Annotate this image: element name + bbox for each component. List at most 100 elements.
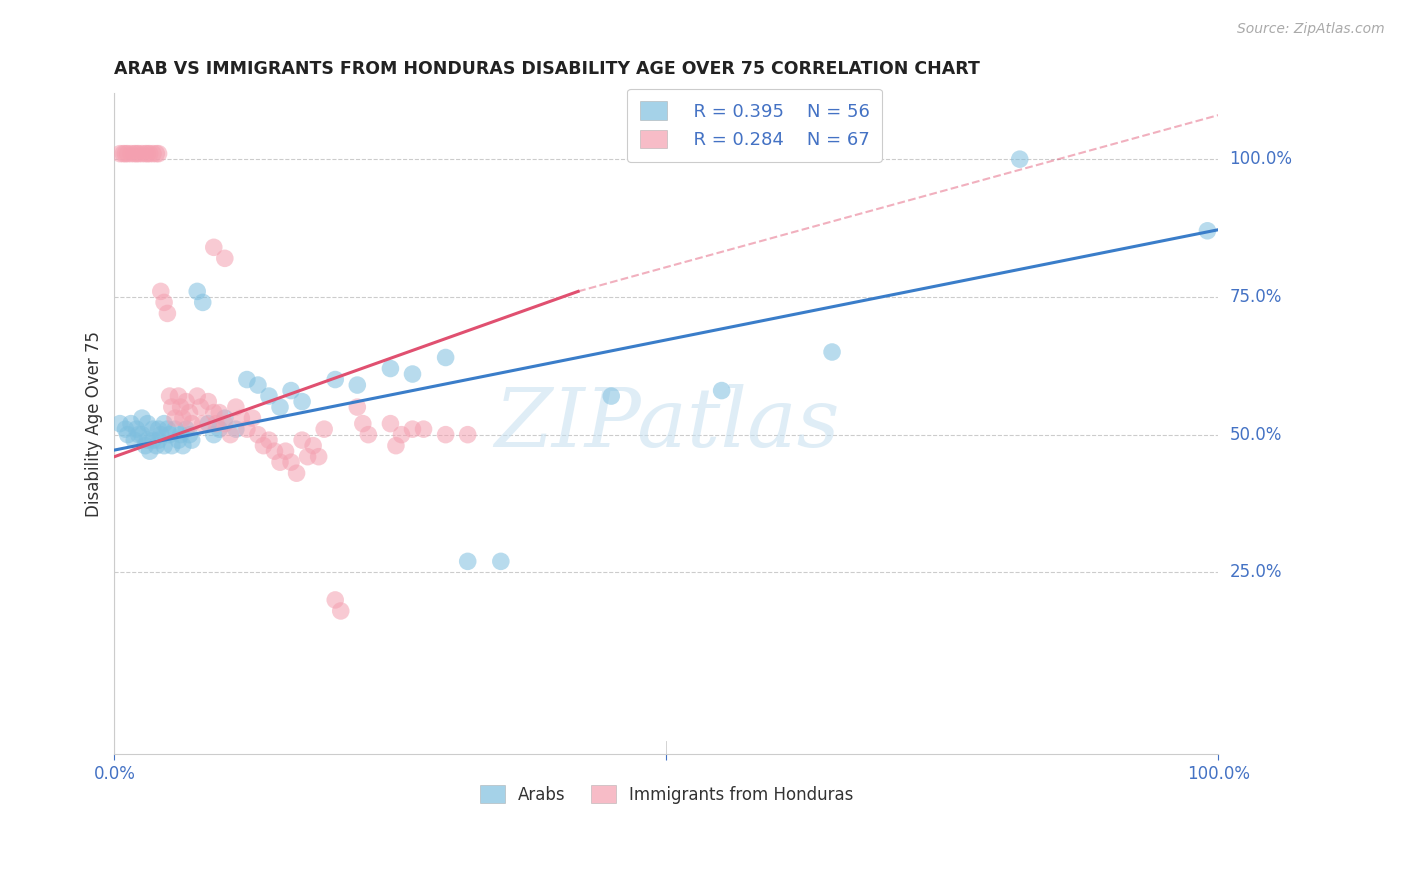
Point [134, 146, 156, 161]
Point [202, 427, 225, 442]
Point [246, 378, 269, 392]
Point [401, 367, 423, 381]
Point [125, 422, 148, 436]
Point [160, 439, 183, 453]
Point [153, 295, 176, 310]
Point [401, 422, 423, 436]
Point [297, 450, 319, 464]
Point [131, 146, 153, 161]
Point [186, 285, 208, 299]
Point [148, 146, 170, 161]
Point [169, 400, 191, 414]
Point [246, 427, 269, 442]
Point [252, 439, 274, 453]
Point [285, 467, 308, 481]
Point [180, 433, 202, 447]
Point [457, 554, 479, 568]
Point [214, 417, 236, 431]
Point [167, 433, 190, 447]
Point [197, 394, 219, 409]
Point [214, 252, 236, 266]
Point [153, 439, 176, 453]
Point [120, 146, 142, 161]
Legend: Arabs, Immigrants from Honduras: Arabs, Immigrants from Honduras [471, 777, 862, 812]
Point [225, 400, 247, 414]
Point [112, 146, 135, 161]
Point [153, 417, 176, 431]
Point [1008, 152, 1031, 166]
Point [124, 433, 146, 447]
Point [302, 439, 325, 453]
Point [314, 422, 336, 436]
Point [257, 433, 280, 447]
Point [128, 427, 150, 442]
Point [149, 427, 172, 442]
Point [412, 422, 434, 436]
Point [380, 417, 402, 431]
Point [1197, 224, 1219, 238]
Point [208, 422, 231, 436]
Point [179, 427, 201, 442]
Point [131, 427, 153, 442]
Point [179, 406, 201, 420]
Point [357, 427, 380, 442]
Point [197, 417, 219, 431]
Point [280, 384, 302, 398]
Point [821, 345, 844, 359]
Point [236, 422, 259, 436]
Point [391, 427, 413, 442]
Point [346, 400, 368, 414]
Y-axis label: Disability Age Over 75: Disability Age Over 75 [86, 331, 103, 516]
Point [263, 444, 285, 458]
Point [346, 378, 368, 392]
Point [180, 417, 202, 431]
Point [323, 373, 346, 387]
Point [174, 394, 197, 409]
Point [120, 417, 142, 431]
Point [329, 604, 352, 618]
Point [208, 406, 231, 420]
Text: 50.0%: 50.0% [1230, 425, 1282, 443]
Point [280, 455, 302, 469]
Point [148, 422, 170, 436]
Point [145, 439, 167, 453]
Text: 100.0%: 100.0% [1230, 150, 1292, 169]
Point [291, 394, 314, 409]
Point [108, 417, 131, 431]
Point [169, 427, 191, 442]
Point [710, 384, 733, 398]
Point [139, 146, 162, 161]
Text: 25.0%: 25.0% [1230, 564, 1282, 582]
Point [142, 422, 165, 436]
Point [148, 433, 170, 447]
Point [108, 146, 131, 161]
Point [219, 427, 242, 442]
Text: ZIPatlas: ZIPatlas [494, 384, 839, 464]
Point [242, 411, 264, 425]
Point [274, 444, 297, 458]
Point [489, 554, 512, 568]
Point [269, 400, 291, 414]
Point [202, 406, 225, 420]
Point [236, 373, 259, 387]
Point [149, 285, 172, 299]
Point [114, 422, 136, 436]
Point [131, 411, 153, 425]
Point [380, 361, 402, 376]
Point [167, 389, 190, 403]
Point [202, 240, 225, 254]
Point [128, 146, 150, 161]
Point [125, 146, 148, 161]
Point [323, 593, 346, 607]
Point [191, 417, 214, 431]
Text: Source: ZipAtlas.com: Source: ZipAtlas.com [1237, 22, 1385, 37]
Point [142, 433, 165, 447]
Point [159, 427, 181, 442]
Point [225, 422, 247, 436]
Point [172, 411, 194, 425]
Point [114, 146, 136, 161]
Point [257, 389, 280, 403]
Point [457, 427, 479, 442]
Point [434, 351, 457, 365]
Point [165, 422, 187, 436]
